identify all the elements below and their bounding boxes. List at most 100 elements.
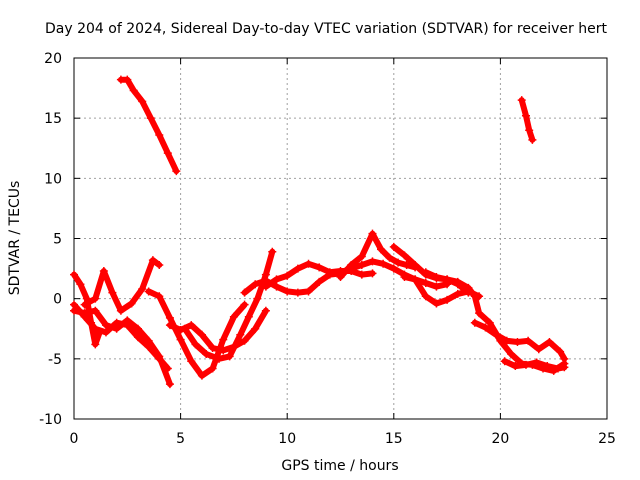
- data-point: [293, 264, 302, 273]
- data-point: [443, 295, 452, 304]
- data-point: [379, 259, 388, 268]
- series-trace: [471, 319, 568, 362]
- data-point: [251, 324, 260, 333]
- x-tick-label: 15: [385, 431, 403, 447]
- data-point: [368, 257, 377, 266]
- data-point: [525, 126, 534, 135]
- data-point: [304, 287, 313, 296]
- data-point: [315, 277, 324, 286]
- data-point: [315, 263, 324, 272]
- data-point: [517, 96, 526, 105]
- data-point: [421, 279, 430, 288]
- y-tick-label: -5: [48, 352, 62, 368]
- data-point: [411, 260, 420, 269]
- y-tick-label: 10: [44, 171, 62, 187]
- data-point: [453, 277, 462, 286]
- data-point: [176, 335, 185, 344]
- grid: [74, 58, 607, 419]
- data-point: [385, 253, 394, 262]
- data-point: [400, 273, 409, 282]
- data-point: [357, 260, 366, 269]
- data-series-arc-18: [500, 357, 569, 373]
- data-point: [421, 268, 430, 277]
- data-point: [357, 252, 366, 261]
- data-point: [293, 288, 302, 297]
- data-point: [91, 306, 100, 315]
- data-point: [101, 328, 110, 337]
- data-point: [129, 86, 138, 95]
- data-point: [521, 360, 530, 369]
- data-point: [304, 259, 313, 268]
- x-tick-label: 10: [278, 431, 296, 447]
- data-point: [261, 282, 270, 291]
- data-point: [283, 287, 292, 296]
- data-point: [214, 354, 223, 363]
- y-tick-label: 20: [44, 51, 62, 67]
- series-trace: [181, 248, 276, 362]
- data-point: [70, 270, 78, 279]
- data-series-arc-2: [517, 96, 537, 144]
- y-axis-label: SDTVAR / TECUs: [7, 181, 23, 296]
- data-series-arc-1: [116, 75, 181, 176]
- data-point: [507, 350, 516, 359]
- data-point: [155, 131, 164, 140]
- data-point: [138, 97, 147, 106]
- data-point: [528, 135, 537, 144]
- data-point: [219, 346, 228, 355]
- series-trace: [117, 76, 180, 175]
- data-point: [272, 282, 281, 291]
- data-point: [197, 371, 206, 380]
- x-tick-label: 20: [491, 431, 509, 447]
- data-series-arc-12: [336, 229, 420, 282]
- data-point: [347, 264, 356, 273]
- data-point: [283, 271, 292, 280]
- data-point: [389, 242, 398, 251]
- series-trace: [145, 288, 248, 379]
- data-point: [556, 347, 565, 356]
- data-point: [123, 321, 132, 330]
- data-point: [236, 330, 245, 339]
- data-series-arc-5: [70, 300, 172, 373]
- data-point: [127, 299, 136, 308]
- data-point: [560, 363, 569, 372]
- data-point: [481, 323, 490, 332]
- data-point: [500, 357, 509, 366]
- data-point: [244, 312, 253, 321]
- data-point: [101, 321, 110, 330]
- data-point: [485, 318, 494, 327]
- data-point: [187, 321, 196, 330]
- data-point: [502, 336, 511, 345]
- series-trace: [348, 258, 451, 290]
- data-point: [357, 270, 366, 279]
- data-point: [80, 312, 89, 321]
- y-tick-label: 15: [44, 111, 62, 127]
- data-point: [532, 358, 541, 367]
- data-point: [163, 149, 172, 158]
- data-point: [91, 324, 100, 333]
- data-point: [534, 345, 543, 354]
- data-point: [402, 260, 411, 269]
- data-point: [123, 75, 132, 84]
- data-point: [453, 289, 462, 298]
- data-point: [146, 114, 155, 123]
- data-point: [475, 309, 484, 318]
- series-trace: [71, 301, 171, 372]
- data-point: [165, 321, 174, 330]
- data-point: [394, 258, 403, 267]
- data-point: [70, 300, 78, 309]
- data-series-arc-7: [144, 287, 249, 380]
- data-point: [251, 280, 260, 289]
- data-point: [377, 245, 386, 254]
- data-point: [492, 330, 501, 339]
- data-point: [261, 306, 270, 315]
- data-point: [545, 337, 554, 346]
- data-point: [155, 354, 164, 363]
- data-series-arc-6: [80, 256, 164, 315]
- data-point: [240, 288, 249, 297]
- data-point: [240, 300, 249, 309]
- data-point: [464, 283, 473, 292]
- data-point: [133, 324, 142, 333]
- data-point: [180, 324, 189, 333]
- data-point: [389, 264, 398, 273]
